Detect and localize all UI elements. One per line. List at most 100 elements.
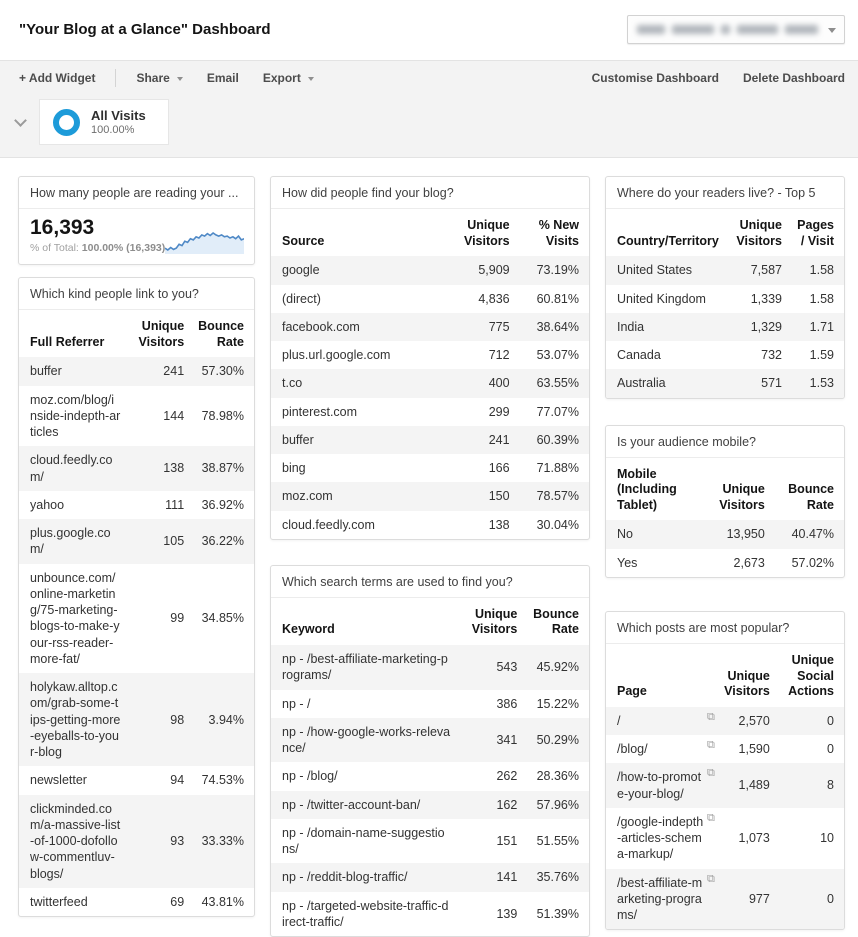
column-header: Unique Visitors (736, 218, 782, 248)
row-label: plus.google.com/ (30, 526, 111, 557)
external-link-icon[interactable]: ⧉ (707, 767, 715, 780)
caret-down-icon (176, 77, 183, 81)
row-label: /how-to-promote-your-blog/ (617, 770, 702, 801)
external-link-icon[interactable]: ⧉ (707, 739, 715, 751)
widget-referrers: Which kind people link to you? Full Refe… (18, 277, 255, 918)
table-row: /how-to-promote-your-blog/⧉ 1,489 8 (606, 763, 844, 808)
row-label: np - /reddit-blog-traffic/ (282, 870, 408, 885)
row-label: yahoo (30, 497, 65, 512)
column-header: Bounce Rate (198, 319, 244, 349)
row-label: np - /targeted-website-traffic-direct-tr… (282, 898, 449, 929)
column-header: Unique Visitors (471, 606, 518, 637)
table-row: np - /targeted-website-traffic-direct-tr… (282, 898, 579, 929)
table-row: United Kingdom 1,339 1.58 (617, 291, 834, 306)
external-link-icon[interactable]: ⧉ (707, 710, 715, 723)
widget-title[interactable]: Is your audience mobile? (606, 426, 844, 458)
table-row: moz.com 150 78.57% (271, 482, 589, 511)
customise-dashboard-button[interactable]: Customise Dashboard (592, 71, 719, 85)
table-row: / ⧉ 2,570 0 (606, 706, 844, 735)
widget-title[interactable]: Where do your readers live? - Top 5 (606, 177, 844, 209)
table-row: India 1,329 1.71 (606, 312, 844, 341)
row-label: plus.url.google.com (282, 348, 391, 362)
email-button[interactable]: Email (207, 71, 239, 85)
page-title: "Your Blog at a Glance" Dashboard (19, 21, 271, 38)
metric-value: 16,393 (30, 216, 95, 239)
add-widget-button[interactable]: + Add Widget (19, 71, 95, 85)
row-label: moz.com (282, 489, 333, 504)
row-label: cloud.feedly.com (282, 517, 375, 532)
export-label: Export (262, 71, 301, 85)
dashboard-controls: + Add Widget Share Email Export Customis… (0, 60, 858, 158)
row-label: np - /domain-name-suggestions/ (282, 825, 445, 856)
delete-label: Delete Dashboard (742, 71, 845, 85)
row-label: Yes (617, 555, 638, 570)
column-header: Source (282, 233, 325, 248)
column-header: Page (617, 684, 647, 699)
row-label: newsletter (30, 773, 87, 788)
column-header: Unique Visitors (463, 218, 510, 248)
external-link-icon[interactable]: ⧉ (707, 811, 715, 824)
date-range-selector[interactable] (627, 15, 845, 44)
row-label: twitterfeed (30, 894, 88, 909)
table-row: Canada 732 1.59 (617, 348, 834, 362)
column-left: How many people are reading your ... 16,… (18, 176, 255, 918)
segment-name: All Visits (91, 108, 146, 123)
export-button[interactable]: Export (263, 71, 314, 85)
widget-mobile: Is your audience mobile? Mobile (Includi… (605, 424, 845, 578)
external-link-icon[interactable]: ⧉ (707, 872, 715, 885)
row-label: np - /how-google-works-relevance/ (282, 724, 451, 755)
row-label: Australia (617, 376, 666, 391)
table-row: moz.com/blog/inside-indepth-articles 144 7… (30, 392, 244, 440)
row-label: buffer (30, 364, 62, 379)
row-label: np - /twitter-account-ban/ (282, 797, 421, 812)
segment-chip-all-visits[interactable]: All Visits 100.00% (39, 99, 169, 145)
table-row: newsletter 94 74.53% (30, 773, 244, 788)
table-row: No 13,950 40.47% (606, 520, 844, 549)
widget-sources: How did people find your blog? Source Uni… (270, 176, 590, 540)
column-middle: How did people find your blog? Source Uni… (270, 176, 590, 937)
widget-title[interactable]: How many people are reading your ... (19, 177, 254, 209)
row-label: /google-indepth-articles-schema-markup/ (617, 814, 704, 862)
widget-countries: Where do your readers live? - Top 5 Coun… (605, 176, 845, 399)
widget-title[interactable]: How did people find your blog? (271, 177, 589, 209)
segment-donut-icon (53, 108, 80, 136)
table-row: /blog/⧉ 1,590 0 (617, 739, 834, 757)
table-row: facebook.com 775 38.64% (271, 312, 589, 341)
widget-title[interactable]: Which kind people link to you? (19, 278, 254, 311)
row-label: google (282, 263, 320, 278)
column-header: Mobile (Including Tablet) (617, 466, 677, 512)
row-label: holykaw.alltop.com/grab-some-tips-gettin… (30, 680, 121, 760)
row-label: / (617, 713, 621, 728)
table-row: plus.url.google.com 712 53.07% (282, 348, 579, 362)
table-row: np - /386 15.22% (282, 696, 579, 711)
delete-dashboard-button[interactable]: Delete Dashboard (743, 71, 845, 85)
table-row: np - /twitter-account-ban/162 57.96% (271, 790, 589, 819)
column-header: Bounce Rate (533, 606, 579, 637)
widget-visitors: How many people are reading your ... 16,… (18, 176, 255, 266)
page-header: "Your Blog at a Glance" Dashboard (0, 0, 858, 60)
table-row: pinterest.com 299 77.07% (282, 404, 579, 419)
row-label: United States (617, 263, 693, 278)
column-header: Unique Social Actions (788, 652, 834, 699)
table-row: cloud.feedly.com/138 38.87% (19, 446, 254, 491)
table-row: cloud.feedly.com 138 30.04% (282, 517, 579, 532)
row-label: /blog/ (617, 742, 648, 756)
email-label: Email (206, 71, 239, 85)
widget-title[interactable]: Which search terms are used to find you? (271, 566, 589, 598)
customise-label: Customise Dashboard (591, 71, 719, 85)
row-label: t.co (282, 376, 303, 391)
row-label: moz.com/blog/inside-indepth-articles (30, 392, 121, 440)
row-label: unbounce.com/online-marketing/75-marketi… (30, 570, 120, 666)
table-row: clickminded.com/a-massive-list-of-1000-d… (19, 794, 254, 888)
chevron-down-icon[interactable] (14, 113, 27, 127)
row-label: np - /blog/ (282, 769, 338, 784)
share-button[interactable]: Share (136, 71, 183, 85)
row-label: pinterest.com (282, 404, 358, 419)
widget-title[interactable]: Which posts are most popular? (606, 612, 844, 644)
table-row: buffer 241 57.30% (19, 357, 254, 386)
column-header: Unique Visitors (719, 482, 765, 512)
table-row: np - /how-google-works-relevance/341 50.2… (271, 717, 589, 763)
sparkline-chart (165, 232, 244, 255)
row-label: buffer (282, 432, 314, 447)
